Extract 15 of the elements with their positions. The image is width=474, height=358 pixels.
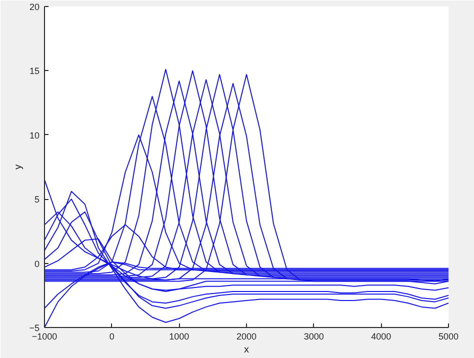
x-tick-label: 4000 [371, 332, 392, 342]
y-tick-label: 20 [29, 2, 40, 12]
y-tick-label: 15 [29, 66, 40, 76]
y-axis-title: y [13, 164, 24, 170]
x-tick-label: 1000 [169, 332, 190, 342]
y-tick-label: 10 [29, 130, 40, 140]
x-tick-label: −1000 [32, 332, 58, 342]
x-tick-label: 0 [109, 332, 114, 342]
x-axis-title: x [244, 344, 249, 356]
y-tick-label: −5 [29, 323, 40, 333]
x-tick-label: 3000 [304, 332, 324, 342]
y-tick-label: 5 [34, 194, 40, 205]
x-tick-label: 2000 [236, 332, 257, 342]
y-tick-label: 0 [34, 258, 40, 269]
x-tick-label: 5000 [438, 332, 459, 342]
